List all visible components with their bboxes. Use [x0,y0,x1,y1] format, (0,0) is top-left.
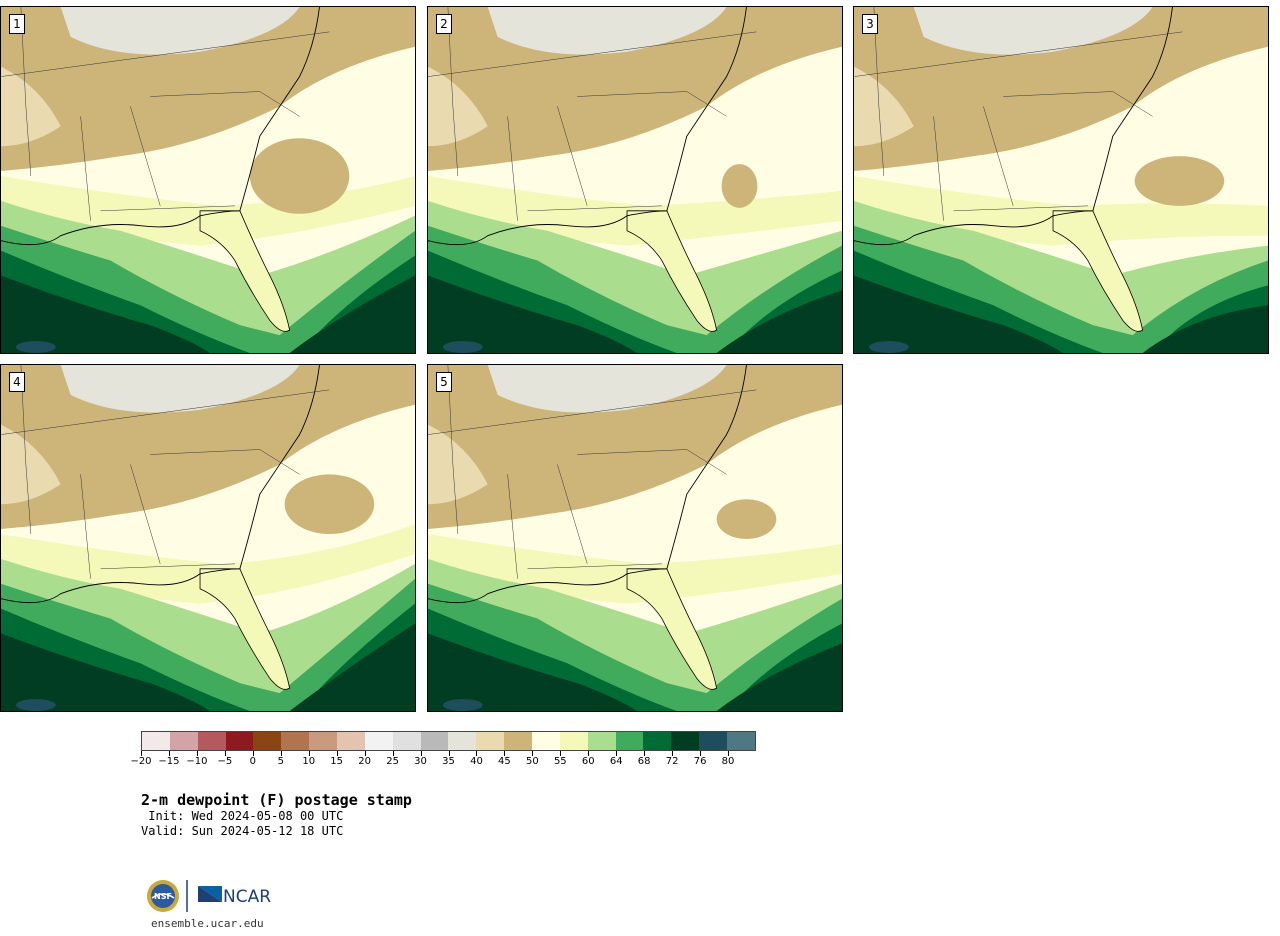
colorbar-swatch [364,732,393,750]
colorbar-swatch [253,732,282,750]
colorbar-swatch [615,732,644,750]
colorbar-tick-label: 30 [414,756,427,767]
colorbar-tick [196,751,198,756]
colorbar-tick [672,751,674,756]
colorbar-tick [392,751,394,756]
colorbar-tick [560,751,562,756]
colorbar-tick [168,751,170,756]
colorbar-tick-label: 50 [525,756,539,767]
colorbar-tick-label: 5 [277,756,284,767]
member-panel-2[interactable]: 2 [427,6,843,354]
colorbar-tick-label: 80 [721,756,735,767]
dewpoint-map [428,365,842,711]
colorbar-tick [336,751,338,756]
colorbar-tick-label: 0 [249,756,256,767]
colorbar-swatch [643,732,672,750]
colorbar-tick-label: 55 [553,756,567,767]
colorbar-swatch [532,732,560,750]
colorbar-tick-label: −20 [130,756,152,767]
colorbar-swatch [587,732,616,750]
init-time: Init: Wed 2024-05-08 00 UTC [141,809,344,823]
dewpoint-map [1,7,415,353]
site-url[interactable]: ensemble.ucar.edu [151,917,264,930]
colorbar-tick-label: 72 [665,756,679,767]
colorbar-tick [532,751,534,756]
colorbar-tick [644,751,646,756]
member-label: 4 [9,372,25,392]
colorbar-tick [420,751,422,756]
dewpoint-map [1,365,415,711]
colorbar-tick-label: 68 [637,756,651,767]
colorbar-ticks: −20 −15 −10 −5 0 5 10 15 20 25 30 35 40 45 50 55 60 64 68 7… [130,751,756,771]
colorbar-tick [141,751,142,756]
colorbar-tick-label: 25 [386,756,399,767]
colorbar-tick [728,751,730,756]
colorbar-tick [224,751,226,756]
colorbar-tick [448,751,450,756]
colorbar-swatch [225,732,254,750]
member-label: 3 [862,14,878,34]
colorbar-tick [700,751,702,756]
dewpoint-map [428,7,842,353]
colorbar-tick-label: −15 [158,756,180,767]
member-panel-5[interactable]: 5 [427,364,843,712]
dewpoint-map [854,7,1268,353]
colorbar-swatch [420,732,449,750]
member-panel-3[interactable]: 3 [853,6,1269,354]
colorbar-swatch [699,732,728,750]
colorbar-swatch [337,732,365,750]
colorbar-tick-label: 10 [302,756,316,767]
colorbar-swatch [142,732,170,750]
colorbar-swatch [727,732,755,750]
nsf-seal-icon: NSF [147,880,179,912]
colorbar [141,731,756,751]
colorbar-tick-label: 35 [442,756,455,767]
member-panel-4[interactable]: 4 [0,364,416,712]
colorbar-tick [308,751,310,756]
nsf-ncar-logo: NSF NCAR [145,878,275,914]
colorbar-tick-label: 60 [581,756,595,767]
colorbar-swatch [197,732,226,750]
colorbar-swatch [504,732,533,750]
colorbar-tick [476,751,478,756]
colorbar-tick-label: 45 [498,756,511,767]
colorbar-tick-label: 76 [693,756,707,767]
valid-time: Valid: Sun 2024-05-12 18 UTC [141,824,344,838]
colorbar-tick [504,751,506,756]
colorbar-swatch [671,732,700,750]
member-label: 2 [436,14,452,34]
colorbar-tick-label: 20 [358,756,371,767]
svg-text:NSF: NSF [154,892,172,901]
colorbar-swatch [169,732,198,750]
colorbar-swatch [448,732,477,750]
colorbar-tick [616,751,618,756]
colorbar-swatch [309,732,338,750]
colorbar-tick [588,751,590,756]
colorbar-tick-label: −5 [217,756,233,767]
colorbar-swatch [392,732,421,750]
colorbar-tick-label: 40 [470,756,483,767]
colorbar-tick-label: 15 [330,756,344,767]
colorbar-tick-label: 64 [609,756,623,767]
member-panel-1[interactable]: 1 [0,6,416,354]
member-label: 5 [436,372,452,392]
colorbar-swatch [476,732,505,750]
colorbar-swatch [281,732,310,750]
colorbar-tick-label: −10 [186,756,208,767]
colorbar-tick [364,751,366,756]
colorbar-tick [280,751,282,756]
plot-title: 2-m dewpoint (F) postage stamp [141,791,412,809]
member-label: 1 [9,14,25,34]
ncar-logo-icon: NCAR [198,886,271,907]
colorbar-tick [252,751,254,756]
svg-text:NCAR: NCAR [223,887,271,907]
colorbar-swatch [559,732,588,750]
